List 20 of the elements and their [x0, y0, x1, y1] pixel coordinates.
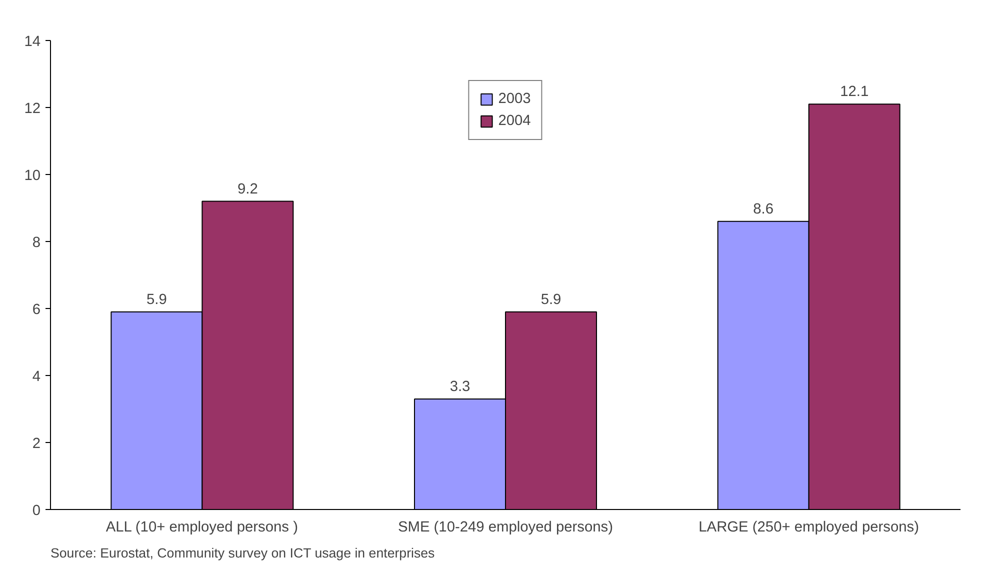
data-label: 9.2	[237, 181, 258, 198]
source-note: Source: Eurostat, Community survey on ICT usage in enterprises	[50, 546, 436, 560]
data-label: 8.6	[753, 201, 774, 218]
x-tick-label: LARGE (250+ employed persons)	[698, 520, 920, 536]
y-tick-label: 14	[24, 34, 41, 50]
y-tick-label: 4	[32, 369, 41, 385]
data-label: 3.3	[450, 378, 470, 395]
data-label: 5.9	[540, 292, 562, 308]
legend-label: 2003	[498, 91, 531, 107]
data-label: 12.1	[840, 84, 869, 100]
legend-label: 2004	[498, 113, 531, 129]
x-tick-label: SME (10-249 employed persons)	[398, 520, 614, 536]
y-tick-label: 2	[32, 436, 41, 452]
y-tick-label: 0	[32, 503, 41, 519]
x-tick-label: ALL (10+ employed persons )	[106, 520, 298, 536]
y-tick-label: 6	[32, 302, 41, 318]
y-tick-label: 12	[24, 101, 41, 117]
data-label: 5.9	[146, 292, 167, 308]
y-tick-label: 10	[24, 168, 41, 184]
y-tick-label: 8	[32, 235, 41, 251]
